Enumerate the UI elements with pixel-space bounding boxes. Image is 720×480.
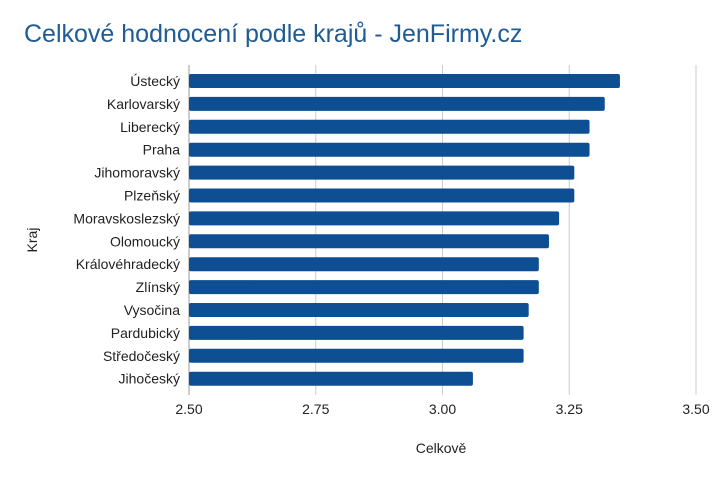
bar-5 <box>189 188 575 203</box>
x-tick-label: 2.50 <box>175 401 202 417</box>
y-tick-label: Ústecký <box>130 73 180 89</box>
bar-0 <box>189 74 620 88</box>
y-tick-label: Praha <box>143 142 181 158</box>
y-tick-label: Jihomoravský <box>94 165 180 181</box>
y-tick-label: Olomoucký <box>110 233 180 249</box>
bar-1 <box>189 96 605 111</box>
bar-3 <box>189 142 590 157</box>
y-tick-label: Moravskoslezský <box>73 210 180 226</box>
bar-7 <box>189 234 549 249</box>
bar-10 <box>189 303 529 317</box>
bar-6 <box>189 211 560 226</box>
bar-2 <box>189 119 590 134</box>
y-tick-label: Pardubický <box>111 325 180 341</box>
x-tick-label: 3.00 <box>429 401 456 417</box>
y-tick-label: Středočeský <box>103 348 180 364</box>
bar-8 <box>189 257 539 272</box>
chart-title: Celkové hodnocení podle krajů - JenFirmy… <box>24 20 523 48</box>
y-tick-label: Královéhradecký <box>76 256 180 272</box>
x-axis-label: Celkově <box>416 440 467 456</box>
y-tick-label: Zlínský <box>136 279 180 295</box>
x-tick-label: 3.25 <box>556 401 583 417</box>
y-tick-label: Jihočeský <box>119 371 180 387</box>
y-tick-label: Liberecký <box>120 119 180 135</box>
x-tick-label: 2.75 <box>302 401 329 417</box>
y-axis-label: Kraj <box>24 228 40 253</box>
bar-13 <box>189 371 473 386</box>
bar-4 <box>189 165 575 180</box>
y-tick-label: Karlovarský <box>107 96 180 112</box>
bar-9 <box>189 280 539 295</box>
y-tick-label: Plzeňský <box>124 188 180 204</box>
y-tick-label: Vysočina <box>124 302 181 318</box>
bar-11 <box>189 325 524 340</box>
bar-12 <box>189 348 524 363</box>
x-tick-label: 3.50 <box>682 401 709 417</box>
